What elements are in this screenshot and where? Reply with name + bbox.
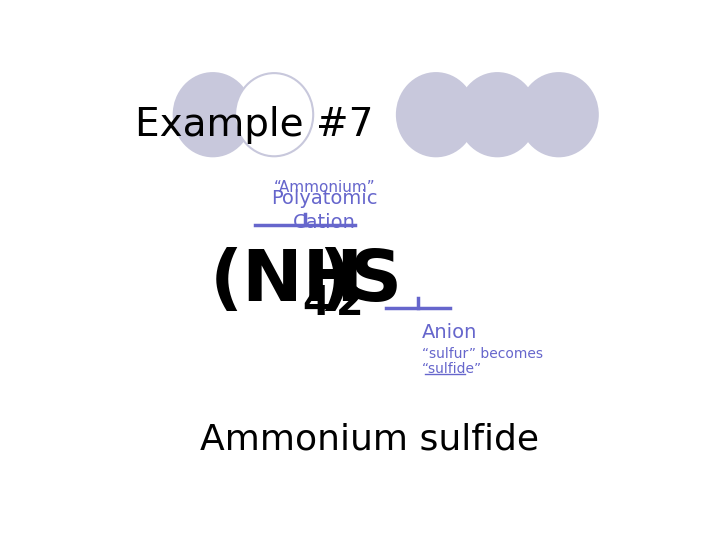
Text: 2: 2 bbox=[336, 284, 364, 324]
Ellipse shape bbox=[235, 73, 313, 156]
Text: “Ammonium”: “Ammonium” bbox=[274, 180, 375, 195]
Text: “sulfur” becomes: “sulfur” becomes bbox=[422, 347, 543, 361]
Ellipse shape bbox=[174, 73, 252, 156]
Ellipse shape bbox=[520, 73, 598, 156]
Text: Polyatomic
Cation: Polyatomic Cation bbox=[271, 189, 377, 232]
Text: (NH: (NH bbox=[210, 247, 364, 315]
Text: Ammonium sulfide: Ammonium sulfide bbox=[199, 422, 539, 456]
Text: Anion: Anion bbox=[422, 323, 477, 342]
Text: “sulfide”: “sulfide” bbox=[422, 362, 482, 376]
Text: S: S bbox=[349, 247, 402, 315]
Ellipse shape bbox=[397, 73, 475, 156]
Text: ): ) bbox=[318, 247, 351, 315]
Text: Example #7: Example #7 bbox=[135, 106, 373, 144]
Text: 4: 4 bbox=[302, 284, 330, 324]
Ellipse shape bbox=[458, 73, 536, 156]
